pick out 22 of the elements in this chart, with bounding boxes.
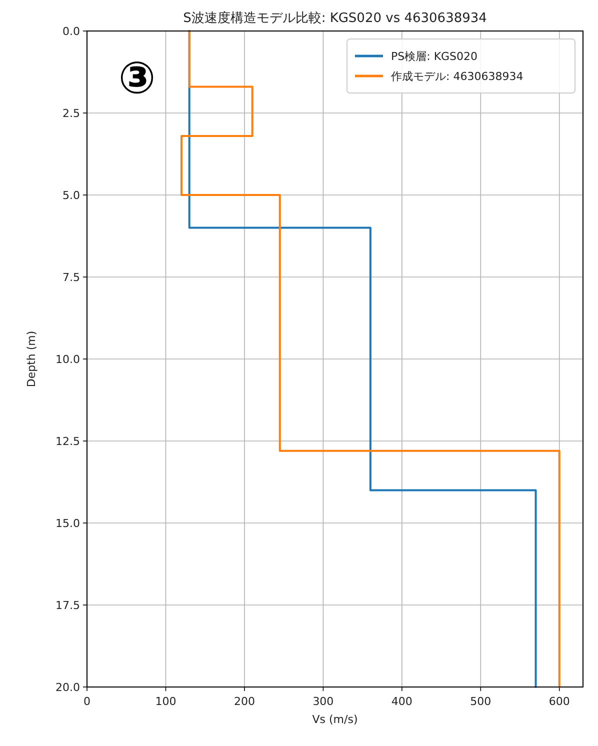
x-tick-label: 600	[548, 695, 570, 708]
y-tick-label: 7.5	[62, 271, 80, 284]
annotation: ③	[118, 53, 156, 104]
y-tick-label: 15.0	[56, 517, 80, 530]
x-tick-label: 200	[234, 695, 255, 708]
y-tick-label: 5.0	[62, 189, 80, 202]
x-tick-label: 500	[470, 695, 492, 708]
chart-title: S波速度構造モデル比較: KGS020 vs 4630638934	[183, 10, 487, 26]
y-tick-label: 10.0	[56, 353, 80, 366]
x-tick-label: 100	[155, 695, 176, 708]
x-tick-label: 0	[84, 695, 90, 708]
y-tick-label: 12.5	[56, 435, 80, 448]
y-axis-title: Depth (m)	[25, 330, 38, 388]
x-axis-title: Vs (m/s)	[312, 713, 358, 726]
legend-label: PS検層: KGS020	[391, 50, 478, 63]
y-tick-label: 2.5	[62, 107, 80, 120]
x-tick-label: 400	[391, 695, 412, 708]
y-tick-label: 0.0	[62, 25, 80, 38]
legend-label: 作成モデル: 4630638934	[390, 70, 524, 83]
y-tick-label: 20.0	[56, 681, 80, 694]
y-tick-label: 17.5	[56, 599, 80, 612]
x-tick-label: 300	[312, 695, 334, 708]
